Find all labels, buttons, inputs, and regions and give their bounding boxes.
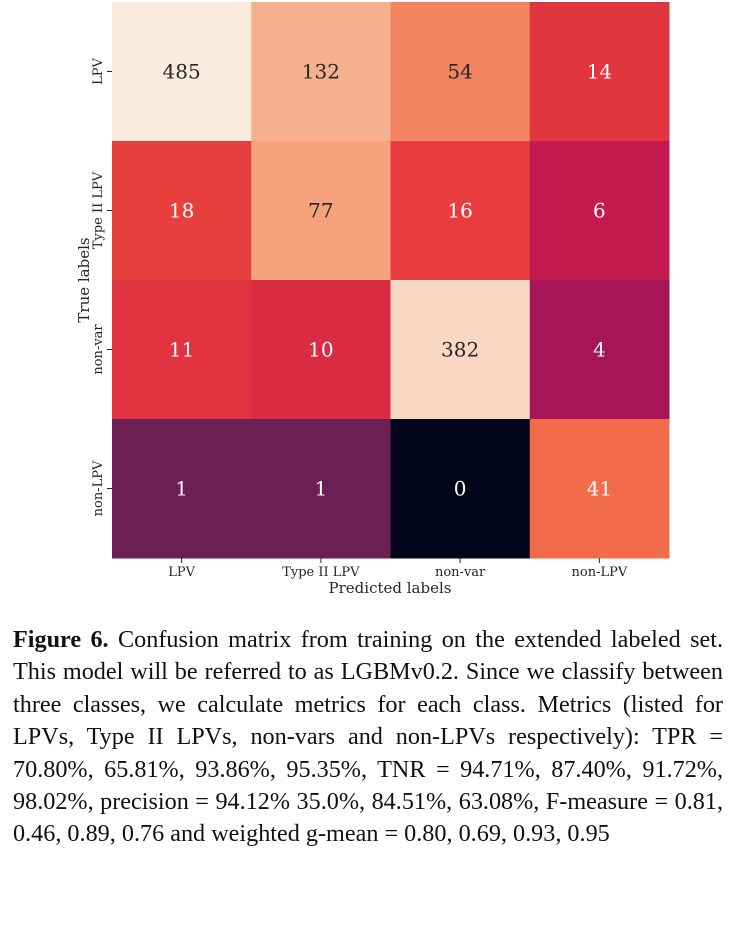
x-tick-label: LPV [168,565,195,580]
figure-caption-label: Figure 6. [13,626,109,653]
heatmap-cell-value: 18 [169,199,194,223]
heatmap-cell-value: 54 [447,60,472,84]
heatmap-cell-value: 77 [308,199,333,223]
heatmap-cell [251,2,391,142]
heatmap-cell [529,141,670,281]
heatmap-cell [112,419,252,559]
heatmap-cell [529,419,670,559]
y-axis-ticks: LPV Type II LPV non-var non-LPV [91,58,112,516]
heatmap-cell [390,2,531,142]
heatmap-cell [251,419,391,559]
x-tick-label: Type II LPV [282,565,360,580]
heatmap-cell [112,141,252,281]
figure-caption-text: Confusion matrix from training on the ex… [13,626,724,848]
heatmap-cell [529,2,670,142]
heatmap-cell-value: 10 [308,338,333,362]
heatmap-cell-value: 0 [454,477,467,501]
heatmap-cell-value: 41 [587,477,612,501]
heatmap-cell [390,280,531,420]
y-tick-label: non-LPV [91,460,106,516]
heatmap-cell-value: 1 [175,477,188,501]
heatmap-cell-value: 11 [169,338,194,362]
heatmap-cell-value: 16 [447,199,472,223]
heatmap-cell-value: 485 [163,60,201,84]
x-tick-label: non-var [435,565,486,580]
y-tick-label: Type II LPV [91,171,106,249]
heatmap-cell [390,141,531,281]
figure-caption: Figure 6. Confusion matrix from training… [13,624,723,851]
heatmap-cell [112,280,252,420]
heatmap-cell [390,419,531,559]
y-tick-label: non-var [91,324,106,375]
y-tick-label: LPV [91,58,106,85]
heatmap-cell-value: 382 [441,338,479,362]
heatmap-cells [112,2,670,559]
x-tick-label: non-LPV [572,565,628,580]
heatmap-cell-value: 1 [315,477,328,501]
heatmap-cell [251,280,391,420]
x-axis-label: Predicted labels [329,579,452,597]
x-axis-ticks: LPV Type II LPV non-var non-LPV [168,558,628,580]
y-axis-label: True labels [75,237,93,322]
heatmap-cell-value: 6 [593,199,606,223]
heatmap-cell-value: 14 [587,60,612,84]
heatmap-cell-value: 132 [302,60,340,84]
heatmap-cell [529,280,670,420]
heatmap-cell [251,141,391,281]
heatmap-cell [112,2,252,142]
heatmap-cell-value: 4 [593,338,606,362]
